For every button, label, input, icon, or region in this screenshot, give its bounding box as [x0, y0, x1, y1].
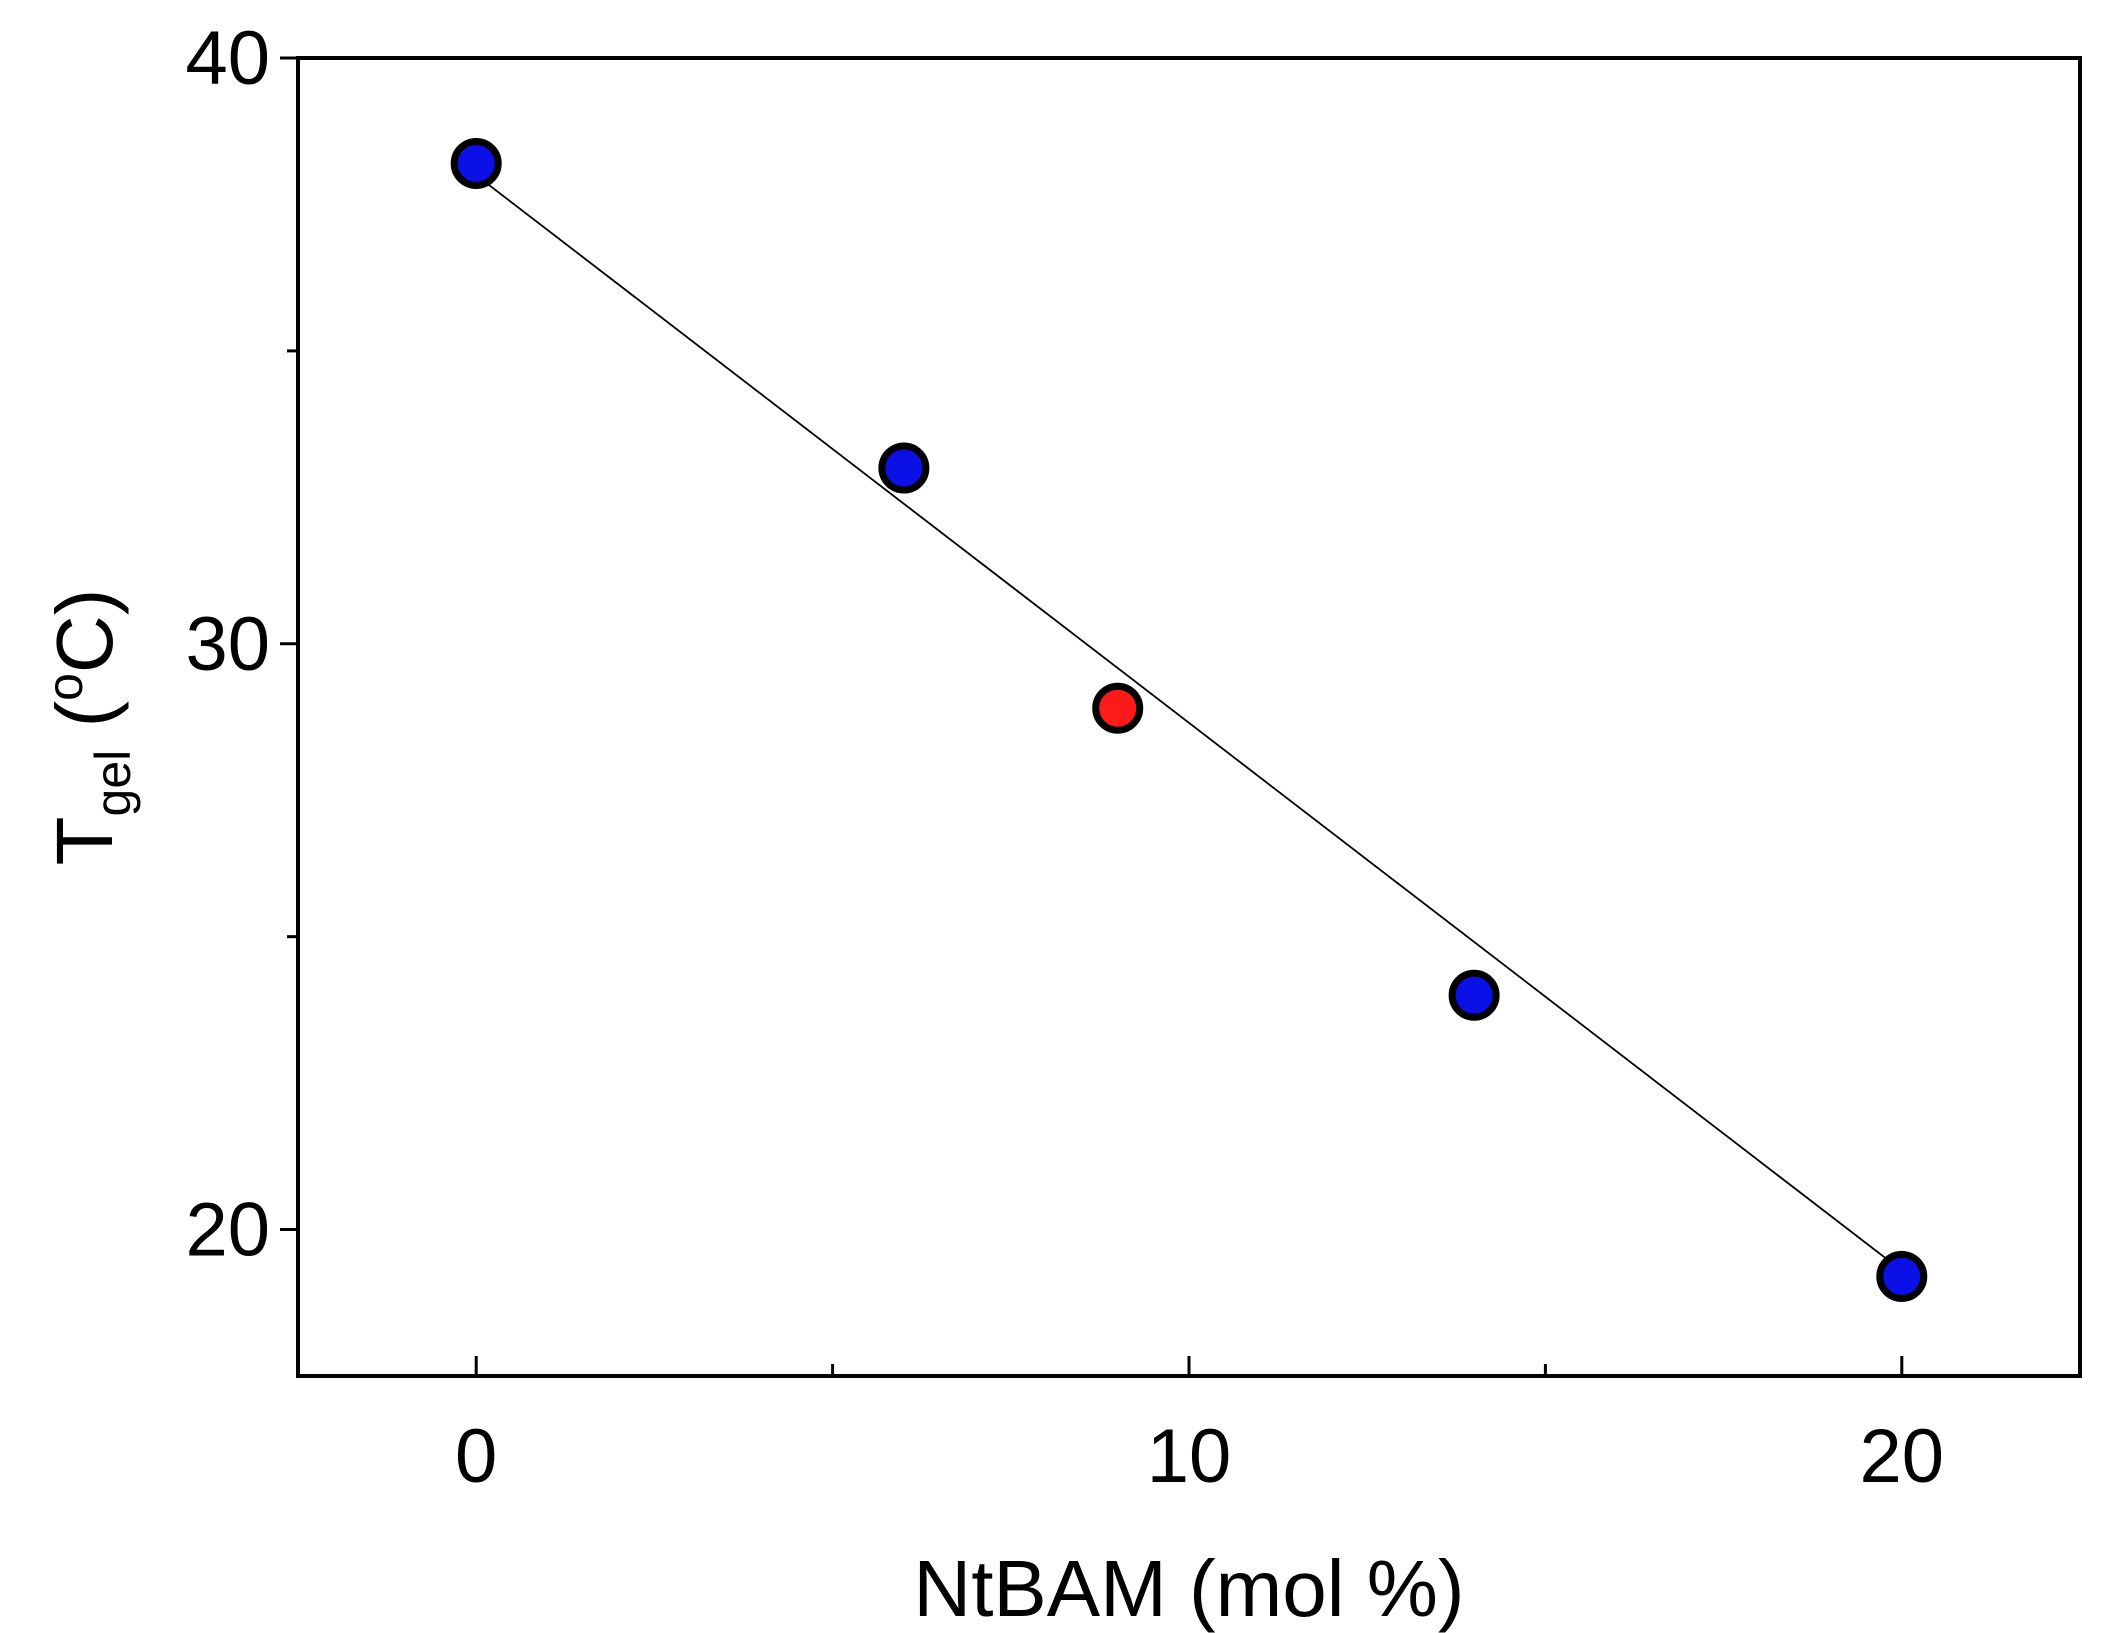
tick-labels: 0 10 20 20 30 40: [185, 16, 1944, 1499]
data-point: [450, 137, 502, 189]
y-tick-label: 30: [185, 602, 270, 687]
plot-border: [296, 56, 2082, 1378]
plot-frame: [296, 56, 2082, 1378]
data-point: [1448, 969, 1500, 1021]
x-axis-title: NtBAM (mol %): [913, 1544, 1464, 1633]
y-axis-title-subscript: gel: [85, 750, 141, 817]
x-tick-label: 20: [1860, 1414, 1945, 1499]
data-point: [1092, 682, 1144, 734]
fit-line: [475, 174, 1903, 1272]
y-axis-title-superscript: o: [37, 673, 93, 701]
y-axis-title-unit: C): [40, 589, 129, 673]
y-axis-title-open-paren: (: [40, 701, 129, 750]
y-tick-label: 20: [185, 1188, 270, 1273]
data-points: [450, 137, 1928, 1302]
x-tick-label: 0: [455, 1414, 497, 1499]
fit-line-layer: [475, 174, 1903, 1272]
y-tick-label: 40: [185, 16, 270, 101]
y-axis-title: Tgel (oC): [37, 589, 141, 866]
axis-ticks: [280, 56, 1904, 1376]
y-axis-title-main: T: [40, 816, 129, 865]
x-tick-label: 10: [1147, 1414, 1232, 1499]
data-point: [878, 442, 930, 494]
data-point: [1876, 1250, 1928, 1302]
